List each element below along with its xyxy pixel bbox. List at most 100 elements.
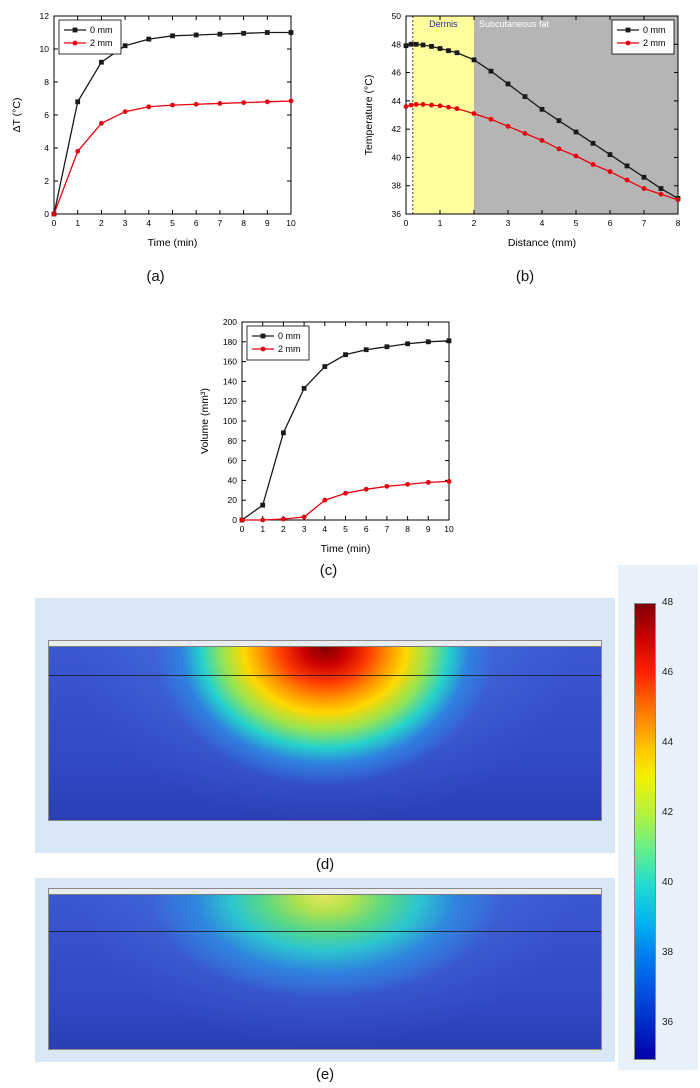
svg-text:ΔT (°C): ΔT (°C) — [11, 98, 23, 133]
colorbar-tick-label: 46 — [662, 666, 674, 678]
svg-text:160: 160 — [223, 357, 237, 367]
svg-text:60: 60 — [228, 456, 238, 466]
svg-text:4: 4 — [322, 524, 327, 534]
svg-text:7: 7 — [385, 524, 390, 534]
panel-label-c: (c) — [319, 562, 338, 579]
temperature-field-e — [49, 895, 601, 1049]
dermis-fat-boundary-line — [49, 675, 601, 676]
svg-text:80: 80 — [228, 436, 238, 446]
svg-text:7: 7 — [642, 218, 647, 228]
panel-label-b: (b) — [515, 268, 535, 285]
dermis-fat-boundary-line — [49, 930, 601, 932]
svg-text:3: 3 — [506, 218, 511, 228]
panel-label-a: (a) — [146, 268, 165, 285]
svg-text:1: 1 — [260, 524, 265, 534]
svg-text:Time (min): Time (min) — [148, 237, 198, 249]
svg-text:2: 2 — [281, 524, 286, 534]
svg-text:7: 7 — [218, 218, 223, 228]
svg-text:10: 10 — [286, 218, 296, 228]
svg-text:5: 5 — [574, 218, 579, 228]
simulation-panel-d — [35, 598, 615, 853]
svg-text:1: 1 — [75, 218, 80, 228]
svg-text:48: 48 — [392, 39, 402, 49]
svg-text:0: 0 — [240, 524, 245, 534]
svg-text:100: 100 — [223, 416, 237, 426]
colorbar-tick-label: 48 — [662, 597, 674, 608]
svg-text:2: 2 — [44, 176, 49, 186]
simulation-box-d — [48, 640, 602, 821]
svg-text:2 mm: 2 mm — [90, 38, 113, 48]
simulation-panel-e — [35, 878, 615, 1062]
svg-text:0 mm: 0 mm — [278, 331, 301, 341]
svg-text:10: 10 — [444, 524, 454, 534]
svg-text:Temperature (°C): Temperature (°C) — [363, 75, 375, 156]
svg-text:8: 8 — [241, 218, 246, 228]
svg-text:8: 8 — [44, 77, 49, 87]
svg-text:6: 6 — [194, 218, 199, 228]
svg-text:Subcutaneous fat: Subcutaneous fat — [479, 19, 550, 29]
svg-text:0: 0 — [232, 515, 237, 525]
colorbar-tick-label: 44 — [662, 736, 674, 748]
colorbar-tick-label: 38 — [662, 947, 674, 958]
svg-text:0: 0 — [44, 209, 49, 219]
svg-text:42: 42 — [392, 124, 402, 134]
svg-text:Dermis: Dermis — [429, 19, 458, 29]
svg-text:Distance (mm): Distance (mm) — [508, 237, 576, 249]
panel-label-e: (e) — [315, 1066, 335, 1083]
svg-text:46: 46 — [392, 68, 402, 78]
chart-temperature-vs-distance: Dermis Subcutaneous fat 0 1 2 3 4 5 6 7 8 36 38 40 42 4… — [363, 11, 681, 249]
svg-text:6: 6 — [44, 110, 49, 120]
temperature-field-d — [49, 647, 601, 820]
svg-text:3: 3 — [302, 524, 307, 534]
svg-text:38: 38 — [392, 181, 402, 191]
colorbar-tick-label: 36 — [662, 1017, 674, 1028]
svg-text:36: 36 — [392, 209, 402, 219]
chart-volume-vs-time: 0 1 2 3 4 5 6 7 8 9 10020406080100120140160180200T… — [199, 317, 454, 555]
svg-text:0 mm: 0 mm — [90, 25, 113, 35]
svg-text:6: 6 — [364, 524, 369, 534]
svg-text:140: 140 — [223, 376, 237, 386]
svg-text:2: 2 — [99, 218, 104, 228]
box-top-face — [49, 641, 601, 647]
svg-text:8: 8 — [676, 218, 681, 228]
svg-text:200: 200 — [223, 317, 237, 327]
svg-text:120: 120 — [223, 396, 237, 406]
svg-text:Volume (mm³): Volume (mm³) — [199, 388, 211, 454]
svg-text:12: 12 — [40, 11, 50, 21]
svg-text:2 mm: 2 mm — [278, 344, 301, 354]
svg-text:10: 10 — [40, 44, 50, 54]
svg-text:Time (min): Time (min) — [321, 543, 371, 555]
svg-text:0: 0 — [404, 218, 409, 228]
svg-text:40: 40 — [228, 475, 238, 485]
svg-text:20: 20 — [228, 495, 238, 505]
svg-text:180: 180 — [223, 337, 237, 347]
colorbar-gradient — [634, 603, 656, 1060]
svg-text:9: 9 — [265, 218, 270, 228]
svg-text:5: 5 — [170, 218, 175, 228]
svg-text:0 mm: 0 mm — [643, 25, 666, 35]
colorbar-tick-label: 40 — [662, 876, 674, 888]
svg-text:40: 40 — [392, 152, 402, 162]
svg-text:1: 1 — [438, 218, 443, 228]
svg-text:0: 0 — [52, 218, 57, 228]
svg-text:44: 44 — [392, 96, 402, 106]
svg-text:50: 50 — [392, 11, 402, 21]
svg-text:8: 8 — [405, 524, 410, 534]
simulation-box-e — [48, 888, 602, 1050]
svg-text:4: 4 — [540, 218, 545, 228]
svg-text:5: 5 — [343, 524, 348, 534]
colorbar: 48 46 44 42 40 38 36 — [618, 565, 698, 1070]
box-top-face — [49, 889, 601, 895]
svg-text:6: 6 — [608, 218, 613, 228]
svg-text:4: 4 — [44, 143, 49, 153]
colorbar-tick-label: 42 — [662, 807, 674, 818]
svg-text:9: 9 — [426, 524, 431, 534]
svg-text:2: 2 — [472, 218, 477, 228]
panel-label-d: (d) — [315, 856, 335, 873]
colorbar-ticks: 48 46 44 42 40 38 36 — [662, 597, 694, 1058]
svg-text:4: 4 — [146, 218, 151, 228]
svg-text:3: 3 — [123, 218, 128, 228]
svg-text:2 mm: 2 mm — [643, 38, 666, 48]
